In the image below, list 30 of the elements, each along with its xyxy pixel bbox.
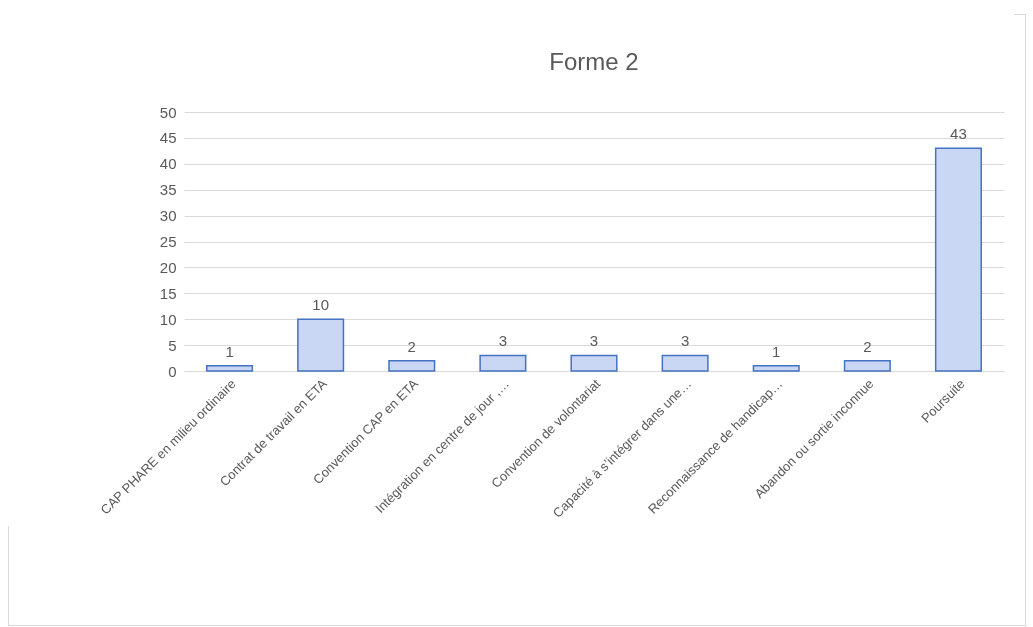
y-tick-label: 30 [159, 207, 177, 225]
y-tick-label: 5 [168, 336, 177, 354]
y-tick-label: 20 [159, 258, 177, 276]
y-tick-label: 45 [159, 129, 177, 147]
bar [843, 359, 891, 372]
data-label: 1 [225, 342, 234, 360]
data-label: 2 [407, 337, 416, 355]
bar [934, 147, 982, 372]
data-label: 10 [312, 296, 330, 314]
y-tick-label: 50 [159, 103, 177, 121]
bar [388, 359, 436, 372]
data-label: 2 [863, 337, 872, 355]
y-tick-label: 15 [159, 284, 177, 302]
data-label: 1 [772, 342, 781, 360]
bar [570, 354, 618, 372]
data-label: 3 [680, 332, 690, 350]
bar [661, 354, 709, 372]
y-tick-label: 25 [159, 233, 177, 250]
data-label: 3 [589, 332, 599, 350]
y-tick-label: 10 [159, 310, 177, 328]
y-tick-label: 40 [159, 155, 177, 173]
bar [752, 365, 800, 372]
bar [479, 354, 527, 372]
y-tick-label: 35 [159, 181, 177, 199]
bar [206, 365, 254, 372]
data-label: 43 [950, 125, 967, 143]
data-label: 3 [498, 332, 508, 350]
y-tick-label: 0 [168, 362, 177, 380]
bar [297, 318, 345, 372]
chart-title: Forme 2 [549, 48, 639, 75]
